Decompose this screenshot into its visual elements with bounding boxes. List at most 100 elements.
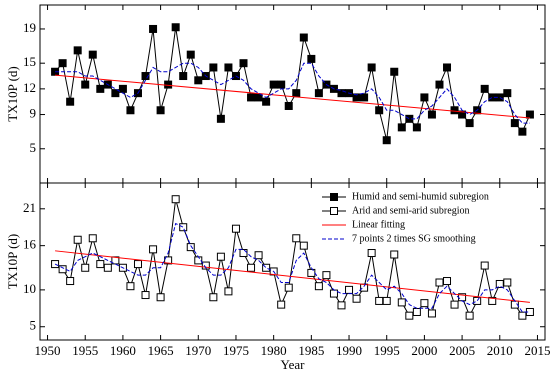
data-point — [164, 256, 173, 265]
data-point — [96, 84, 105, 93]
x-tick-label: 2000 — [411, 343, 437, 358]
data-point — [164, 80, 173, 89]
data-point — [194, 76, 203, 85]
data-point — [209, 293, 218, 302]
data-point — [518, 311, 527, 320]
data-point — [216, 114, 225, 123]
data-point — [345, 285, 354, 294]
data-point — [518, 127, 527, 136]
data-point — [488, 296, 497, 305]
data-point — [126, 282, 135, 291]
y-tick-label: 10 — [23, 281, 36, 296]
data-point — [209, 63, 218, 72]
data-point — [450, 300, 459, 309]
data-point — [81, 263, 90, 272]
data-point — [307, 54, 316, 63]
data-point — [390, 250, 399, 259]
data-point — [435, 80, 444, 89]
data-point — [337, 301, 346, 310]
data-point — [360, 93, 369, 102]
y-tick-label: 9 — [30, 106, 37, 121]
data-point — [382, 136, 391, 145]
y-tick-label: 16 — [23, 237, 37, 252]
x-tick-label: 1995 — [374, 343, 400, 358]
data-point — [503, 89, 512, 98]
x-tick-label: 2005 — [449, 343, 475, 358]
series-line — [55, 250, 530, 303]
data-point — [352, 294, 361, 303]
data-point — [480, 261, 489, 270]
data-point — [277, 80, 286, 89]
data-point — [397, 298, 406, 307]
x-tick-label: 1955 — [72, 343, 98, 358]
data-point — [495, 279, 504, 288]
data-point — [420, 299, 429, 308]
x-axis-label: Year — [281, 357, 306, 372]
data-point — [231, 224, 240, 233]
data-point — [503, 278, 512, 287]
data-point — [480, 84, 489, 93]
series-line — [54, 27, 531, 141]
data-point — [397, 123, 406, 132]
y-tick-label: 5 — [30, 318, 37, 333]
data-point — [458, 110, 467, 119]
data-point — [284, 283, 293, 292]
legend-marker — [330, 207, 338, 215]
data-point — [179, 72, 188, 81]
y-tick-label: 21 — [23, 200, 36, 215]
data-point — [247, 93, 256, 102]
series-line — [54, 199, 531, 317]
data-point — [375, 106, 384, 115]
x-tick-label: 1990 — [336, 343, 362, 358]
data-point — [352, 93, 361, 102]
data-point — [262, 263, 271, 272]
data-point — [66, 97, 75, 106]
data-point — [292, 89, 301, 98]
data-point — [58, 59, 67, 68]
y-tick-label: 5 — [30, 140, 37, 155]
data-point — [435, 278, 444, 287]
x-tick-label: 2015 — [524, 343, 550, 358]
data-point — [322, 271, 331, 280]
y-axis-label: TX10P (d) — [5, 66, 20, 122]
x-tick-label: 1980 — [261, 343, 287, 358]
data-point — [367, 63, 376, 72]
data-point — [420, 93, 429, 102]
data-point — [412, 123, 421, 132]
x-tick-label: 1950 — [35, 343, 61, 358]
x-tick-label: 2010 — [487, 343, 513, 358]
data-point — [284, 101, 293, 110]
data-point — [337, 89, 346, 98]
data-point — [224, 287, 233, 296]
data-point — [171, 195, 180, 204]
data-point — [186, 243, 195, 252]
data-point — [224, 63, 233, 72]
data-point — [314, 89, 323, 98]
y-tick-label: 12 — [23, 80, 36, 95]
data-point — [427, 309, 436, 318]
data-point — [126, 106, 135, 115]
data-point — [81, 80, 90, 89]
data-point — [329, 289, 338, 298]
series-line — [55, 74, 530, 119]
data-point — [96, 260, 105, 269]
data-point — [299, 33, 308, 42]
data-point — [201, 261, 210, 270]
data-point — [262, 97, 271, 106]
x-tick-label: 1960 — [110, 343, 136, 358]
data-point — [269, 80, 278, 89]
data-point — [473, 296, 482, 305]
data-point — [141, 72, 150, 81]
data-point — [149, 245, 158, 254]
data-point — [450, 106, 459, 115]
legend-marker — [330, 193, 338, 201]
x-tick-label: 1985 — [298, 343, 324, 358]
data-point — [375, 296, 384, 305]
data-point — [156, 106, 165, 115]
data-point — [133, 260, 142, 269]
data-point — [239, 249, 248, 258]
data-point — [443, 277, 452, 286]
data-point — [66, 277, 75, 286]
data-point — [382, 296, 391, 305]
